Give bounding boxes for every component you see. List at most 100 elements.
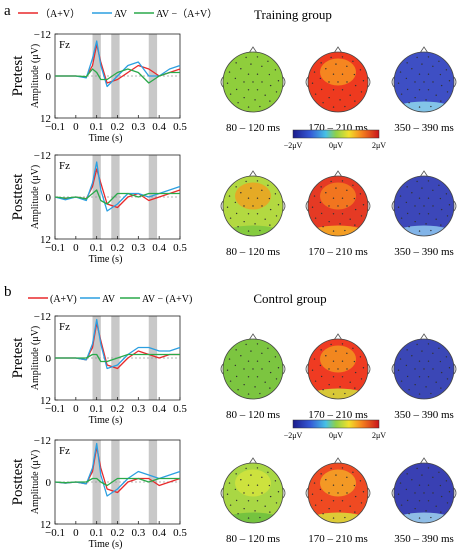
electrode-dot	[432, 189, 434, 192]
time-window-label: 80 – 120 ms	[226, 122, 280, 134]
x-tick-label: 0.1	[90, 403, 104, 415]
electrode-dot	[346, 368, 348, 370]
electrode-dot	[418, 230, 421, 232]
electrode-dot	[325, 68, 327, 70]
nose	[419, 457, 429, 465]
electrode-dot	[259, 392, 261, 395]
electrode-dot	[267, 60, 269, 63]
electrode-dot	[261, 81, 263, 83]
electrode-dot	[341, 180, 344, 182]
electrode-dot	[354, 495, 357, 498]
electrode-dot	[226, 206, 229, 208]
electrode-dot	[448, 80, 451, 82]
x-tick-label: 0	[73, 121, 79, 133]
electrode-dot	[397, 206, 400, 208]
electrode-dot	[261, 352, 263, 355]
x-tick-label: 0.5	[173, 403, 187, 415]
electrode-dot	[268, 360, 271, 363]
electrode-dot	[275, 378, 278, 380]
electrode-dot	[243, 507, 245, 510]
electrode-dot	[360, 502, 363, 504]
erp-plot-b-posttest: −12 0 12−0.1 0 0.1 0.2 0.3 0.4 0.5 Fz Time (s) Ampl…	[10, 435, 187, 550]
electrode-dot	[439, 73, 442, 76]
electrode-dot	[337, 492, 339, 494]
electrode-dot	[341, 467, 344, 469]
electrode-dot	[425, 510, 427, 512]
ear	[282, 76, 286, 88]
series-line	[55, 353, 180, 363]
electrode-dot	[440, 224, 442, 226]
panel-letter: b	[4, 284, 12, 300]
condition-label: Pretest	[10, 337, 26, 379]
electrode-dot	[267, 471, 269, 474]
electrode-dot	[228, 195, 231, 197]
electrode-dot	[399, 71, 402, 73]
electrode-dot	[256, 484, 259, 486]
y-axis-label: Amplitude (μV)	[30, 165, 41, 230]
electrode-dot	[269, 224, 271, 226]
electrode-dot	[237, 388, 239, 391]
electrode-dot	[261, 65, 263, 68]
group-title: Control group	[253, 291, 326, 306]
electrode-dot	[320, 88, 323, 91]
ear	[305, 363, 309, 375]
electrode-dot	[256, 360, 259, 362]
electrode-dot	[235, 375, 238, 378]
electrode-dot	[406, 499, 409, 502]
x-tick-label: 0.2	[111, 242, 125, 254]
electrode-dot	[440, 371, 443, 374]
x-tick-label: 0	[73, 242, 79, 254]
electrode-dot	[339, 510, 341, 512]
electrode-dot	[427, 180, 430, 182]
electrode-dot	[416, 467, 418, 470]
electrode-dot	[261, 368, 263, 370]
electrode-dot	[339, 99, 341, 101]
electrode-dot	[247, 197, 250, 199]
erp-plot-a-posttest: −12 0 12−0.1 0 0.1 0.2 0.3 0.4 0.5 Fz Time (s) Ampl…	[10, 150, 187, 265]
electrode-dot	[229, 93, 232, 95]
electrode-dot	[259, 516, 261, 519]
electrode-dot	[337, 368, 339, 370]
electrode-dot	[237, 225, 239, 228]
nose	[248, 457, 258, 465]
electrode-dot	[430, 229, 432, 232]
y-tick-label: 0	[46, 477, 52, 489]
electrode-dot	[432, 476, 434, 479]
electrode-dot	[427, 500, 430, 502]
electrode-dot	[362, 204, 365, 206]
x-tick-label: 0.1	[90, 527, 104, 539]
electrode-dot	[319, 364, 322, 367]
electrode-dot	[234, 201, 237, 204]
electrode-dot	[335, 187, 337, 189]
panel-letter: a	[4, 3, 11, 19]
nose	[333, 170, 343, 178]
electrode-dot	[440, 208, 443, 211]
electrode-dot	[344, 516, 346, 519]
electrode-dot	[328, 205, 330, 207]
channel-label: Fz	[59, 39, 70, 51]
scalp-region-front	[320, 58, 356, 86]
scalp-outline	[222, 175, 284, 237]
electrode-dot	[332, 376, 335, 378]
electrode-dot	[229, 380, 232, 382]
nose	[419, 333, 429, 341]
electrode-dot	[268, 197, 271, 200]
legend-label-diff: AV −（A+V）	[156, 8, 217, 20]
electrode-dot	[322, 225, 324, 228]
electrode-dot	[269, 84, 272, 87]
electrode-dot	[362, 80, 365, 82]
electrode-dot	[268, 484, 271, 487]
electrode-dot	[400, 217, 403, 219]
x-tick-label: 0.2	[111, 121, 125, 133]
electrode-dot	[414, 205, 416, 207]
electrode-dot	[352, 184, 354, 187]
electrode-dot	[349, 94, 351, 96]
electrode-dot	[237, 512, 239, 515]
electrode-dot	[256, 500, 259, 502]
ear	[220, 200, 224, 212]
nose	[333, 457, 343, 465]
electrode-dot	[448, 204, 451, 206]
x-tick-label: 0.1	[90, 121, 104, 133]
x-tick-label: −0.1	[45, 403, 65, 415]
electrode-dot	[359, 69, 362, 71]
